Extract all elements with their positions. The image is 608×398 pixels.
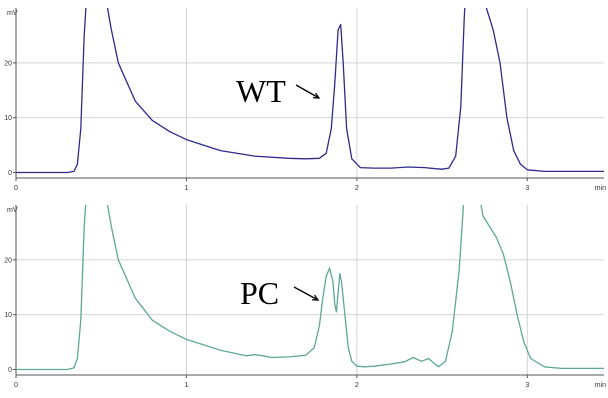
peak-annotation-label: WT: [236, 73, 286, 109]
pc-chromatogram-panel: 0 10 20 0 1 2 3 mV min PC: [4, 205, 606, 389]
annotation-arrow-head: [312, 92, 321, 99]
x-axis-unit-label: min: [595, 382, 606, 389]
peak-annotation-label: PC: [240, 275, 279, 311]
y-tick-label: 10: [4, 312, 12, 319]
x-tick-label: 1: [184, 382, 188, 389]
x-tick-label: 0: [14, 185, 18, 192]
x-tick-label: 1: [184, 185, 188, 192]
chromatogram-trace-pc: [16, 205, 604, 371]
annotation-arrow-shaft: [295, 84, 320, 99]
wt-chromatogram-panel: 0 10 20 0 1 2 3 mV min WT: [4, 8, 606, 192]
x-tick-label: 3: [525, 185, 529, 192]
y-tick-label: 0: [8, 170, 12, 177]
y-tick-label: 20: [4, 60, 12, 67]
x-tick-label: 2: [355, 382, 359, 389]
annotation-arrow-shaft: [293, 286, 319, 301]
y-axis-unit-label: mV: [7, 10, 18, 17]
annotation-arrow-head: [311, 294, 320, 301]
y-tick-label: 10: [4, 115, 12, 122]
chromatogram-trace-wt: [16, 8, 604, 174]
x-tick-label: 0: [14, 382, 18, 389]
y-axis-unit-label: mV: [7, 207, 18, 214]
y-tick-label: 20: [4, 257, 12, 264]
x-tick-label: 3: [525, 382, 529, 389]
y-tick-label: 0: [8, 367, 12, 374]
x-tick-label: 2: [355, 185, 359, 192]
x-axis-unit-label: min: [595, 185, 606, 192]
